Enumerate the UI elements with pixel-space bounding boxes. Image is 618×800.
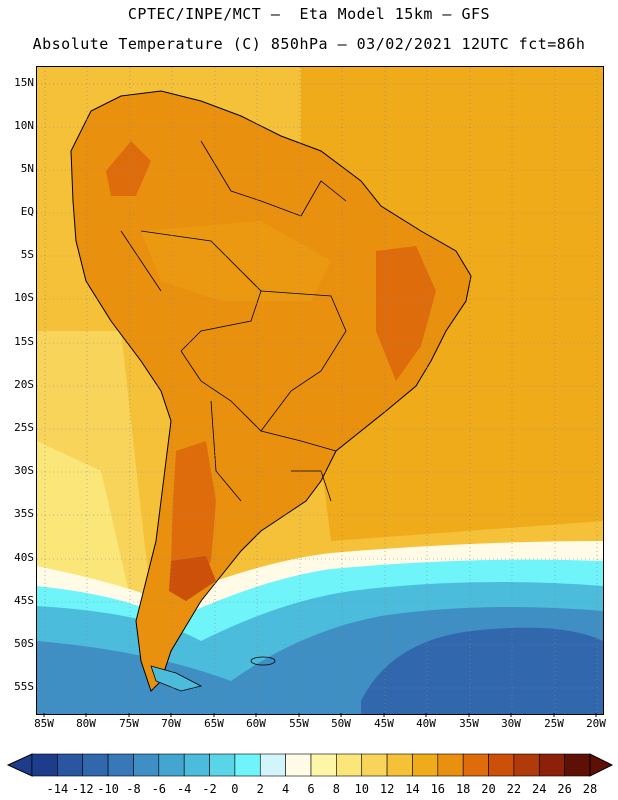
- legend-swatch: [386, 753, 413, 777]
- legend-swatch: [488, 753, 515, 777]
- lat-label-5s: 5S: [20, 248, 34, 261]
- legend-swatch: [336, 753, 363, 777]
- hot-patch-northeast-brazil: [376, 246, 436, 381]
- legend-swatch: [107, 753, 134, 777]
- legend-swatch: [158, 753, 185, 777]
- legend-label: 24: [532, 782, 547, 796]
- country-borders: [120, 140, 347, 502]
- legend-label: 16: [430, 782, 446, 796]
- legend-label: 18: [455, 782, 471, 796]
- color-legend: [6, 753, 614, 777]
- lat-label-50s: 50S: [14, 637, 34, 650]
- legend-swatch: [513, 753, 540, 777]
- lon-label-50w: 50W: [331, 717, 351, 730]
- lat-label-45s: 45S: [14, 594, 34, 607]
- chart-subtitle: Absolute Temperature (C) 850hPa – 03/02/…: [32, 35, 586, 53]
- border-line: [210, 400, 242, 502]
- legend-label: -6: [151, 782, 167, 796]
- legend-label: -10: [97, 782, 119, 796]
- falkland-islands: [250, 656, 276, 666]
- chart-title: CPTEC/INPE/MCT – Eta Model 15km – GFS: [127, 5, 491, 23]
- legend-label: -2: [202, 782, 217, 796]
- hot-patch-argentina: [171, 441, 216, 591]
- legend-swatch: [285, 753, 312, 777]
- legend-label: 14: [405, 782, 420, 796]
- lat-label-55s: 55S: [14, 680, 34, 693]
- legend-arrow-low: [6, 753, 33, 777]
- lon-label-40w: 40W: [416, 717, 436, 730]
- legend-swatch: [538, 753, 565, 777]
- legend-label: 10: [354, 782, 369, 796]
- legend-label: 0: [231, 782, 239, 796]
- legend-swatch: [31, 753, 58, 777]
- lat-label-25s: 25S: [14, 421, 34, 434]
- lat-label-eq: EQ: [20, 205, 34, 218]
- legend-label: 6: [307, 782, 315, 796]
- hot-patch-patagonia: [169, 556, 216, 601]
- legend-swatch: [361, 753, 388, 777]
- lat-label-35s: 35S: [14, 507, 34, 520]
- map-panel: [36, 66, 604, 715]
- border-line: [291, 470, 332, 502]
- legend-swatch: [564, 753, 591, 777]
- lon-label-30w: 30W: [501, 717, 521, 730]
- lon-label-25w: 25W: [544, 717, 564, 730]
- legend-label: -12: [71, 782, 94, 796]
- legend-label: 4: [282, 782, 290, 796]
- border-line: [120, 230, 162, 292]
- lon-label-20w: 20W: [586, 717, 606, 730]
- border-line: [200, 140, 302, 217]
- legend-swatch: [234, 753, 261, 777]
- legend-label: -4: [176, 782, 192, 796]
- lat-label-20s: 20S: [14, 378, 34, 391]
- lat-label-10n: 10N: [14, 119, 34, 132]
- south-america-land: [70, 90, 472, 692]
- lat-label-15n: 15N: [14, 76, 34, 89]
- lon-label-85w: 85W: [34, 717, 54, 730]
- lat-label-15s: 15S: [14, 335, 34, 348]
- hot-patch-colombia: [106, 141, 151, 196]
- legend-swatch: [183, 753, 210, 777]
- border-line: [260, 290, 347, 432]
- temperature-map: [37, 67, 603, 714]
- legend-label: 20: [481, 782, 496, 796]
- lat-label-10s: 10S: [14, 291, 34, 304]
- lat-label-5n: 5N: [20, 162, 34, 175]
- legend-label: 12: [379, 782, 395, 796]
- field-cold-core: [361, 627, 603, 714]
- legend-swatch: [462, 753, 489, 777]
- lon-label-75w: 75W: [119, 717, 139, 730]
- lon-label-60w: 60W: [246, 717, 266, 730]
- lon-label-65w: 65W: [204, 717, 224, 730]
- lon-label-35w: 35W: [459, 717, 479, 730]
- legend-swatch: [437, 753, 464, 777]
- lon-label-45w: 45W: [374, 717, 394, 730]
- border-line: [180, 350, 337, 452]
- border-line: [300, 180, 347, 217]
- lat-label-30s: 30S: [14, 464, 34, 477]
- legend-swatch: [209, 753, 236, 777]
- legend-swatch: [259, 753, 286, 777]
- legend-swatch: [412, 753, 439, 777]
- legend-swatch: [133, 753, 160, 777]
- legend-label: 8: [332, 782, 340, 796]
- legend-label: -8: [126, 782, 141, 796]
- border-line: [140, 230, 262, 352]
- lon-label-70w: 70W: [161, 717, 181, 730]
- legend-arrow-high: [589, 753, 614, 777]
- legend-swatch: [82, 753, 109, 777]
- legend-label: 28: [582, 782, 598, 796]
- legend-swatch: [57, 753, 84, 777]
- field-pacific-cooler: [37, 441, 131, 601]
- legend-label: 26: [557, 782, 572, 796]
- warm-patch-amazon: [141, 221, 331, 301]
- legend-label: 2: [256, 782, 264, 796]
- legend-swatch: [310, 753, 337, 777]
- legend-label: 22: [506, 782, 522, 796]
- lat-label-40s: 40S: [14, 551, 34, 564]
- lon-label-55w: 55W: [289, 717, 309, 730]
- legend-label: -14: [46, 782, 69, 796]
- lon-label-80w: 80W: [76, 717, 96, 730]
